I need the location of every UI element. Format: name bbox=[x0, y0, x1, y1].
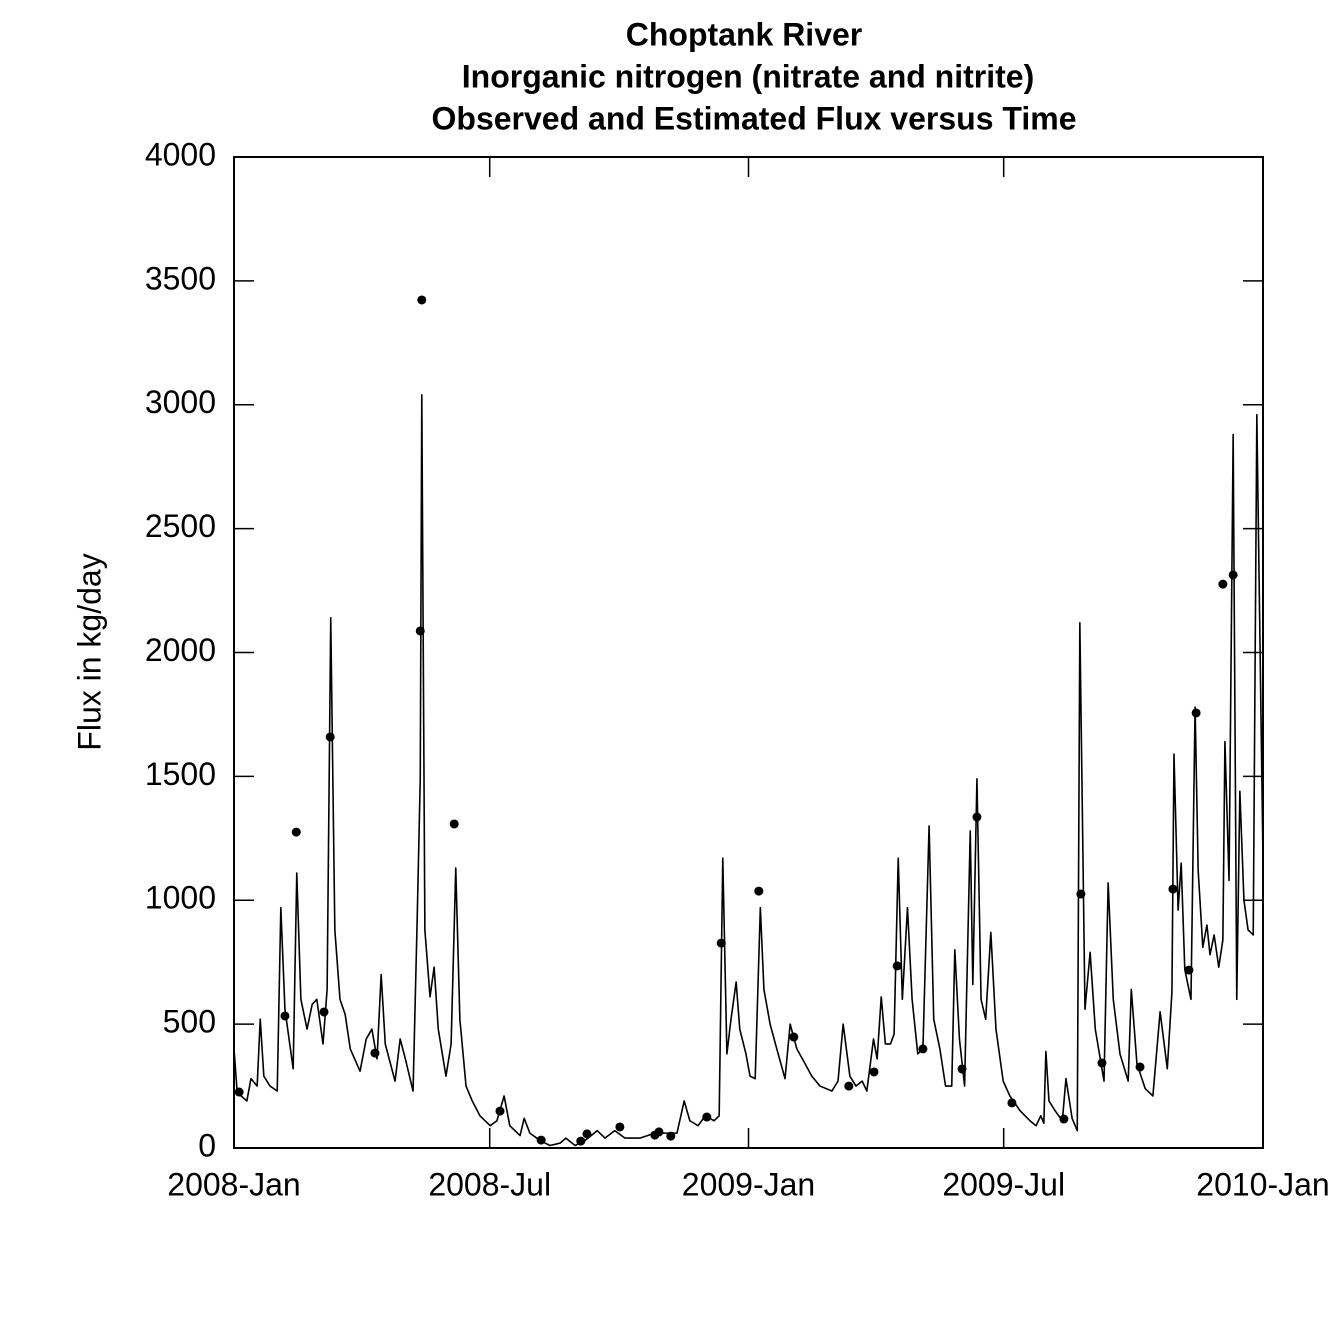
observed-point bbox=[716, 938, 726, 948]
observed-point bbox=[1007, 1098, 1017, 1108]
x-tick-label: 2010-Jan bbox=[1196, 1166, 1329, 1202]
observed-point bbox=[918, 1044, 928, 1054]
observed-point bbox=[1059, 1114, 1069, 1124]
observed-point bbox=[615, 1122, 625, 1132]
x-tick-label: 2008-Jul bbox=[428, 1166, 551, 1202]
observed-point bbox=[702, 1112, 712, 1122]
chart-title: Inorganic nitrogen (nitrate and nitrite) bbox=[462, 58, 1034, 94]
plot-frame bbox=[233, 156, 1264, 1149]
observed-point bbox=[582, 1129, 592, 1139]
observed-point bbox=[1191, 708, 1201, 718]
observed-point bbox=[654, 1127, 664, 1137]
observed-point bbox=[1135, 1062, 1145, 1072]
y-tick-label: 2000 bbox=[145, 632, 216, 668]
observed-point bbox=[666, 1131, 676, 1141]
observed-point bbox=[1218, 579, 1228, 589]
observed-point bbox=[415, 626, 425, 636]
observed-point bbox=[1076, 889, 1086, 899]
estimated-flux-line bbox=[233, 394, 1264, 1147]
observed-point bbox=[325, 732, 335, 742]
y-tick-label: 1500 bbox=[145, 756, 216, 792]
observed-point bbox=[1097, 1058, 1107, 1068]
observed-point bbox=[536, 1135, 546, 1145]
y-tick-label: 3000 bbox=[145, 384, 216, 420]
y-tick-label: 1000 bbox=[145, 880, 216, 916]
observed-point bbox=[495, 1106, 505, 1116]
observed-point bbox=[234, 1087, 244, 1097]
chart-title: Observed and Estimated Flux versus Time bbox=[432, 100, 1077, 136]
observed-point bbox=[291, 827, 301, 837]
x-tick-label: 2009-Jul bbox=[942, 1166, 1065, 1202]
observed-point bbox=[754, 886, 764, 896]
x-tick-label: 2009-Jan bbox=[682, 1166, 815, 1202]
observed-point bbox=[417, 295, 427, 305]
observed-point bbox=[370, 1048, 380, 1058]
observed-point bbox=[869, 1067, 879, 1077]
observed-point bbox=[1168, 884, 1178, 894]
x-tick-label: 2008-Jan bbox=[167, 1166, 300, 1202]
observed-point bbox=[1228, 570, 1238, 580]
observed-point bbox=[449, 819, 459, 829]
observed-point bbox=[957, 1064, 967, 1074]
observed-point bbox=[319, 1007, 329, 1017]
y-tick-label: 2500 bbox=[145, 508, 216, 544]
observed-point bbox=[1184, 965, 1194, 975]
chart-title: Choptank River bbox=[626, 16, 862, 52]
y-tick-label: 3500 bbox=[145, 260, 216, 296]
observed-point bbox=[892, 961, 902, 971]
y-axis-label: Flux in kg/day bbox=[71, 553, 107, 750]
observed-point bbox=[789, 1032, 799, 1042]
observed-point bbox=[844, 1081, 854, 1091]
observed-point bbox=[576, 1136, 586, 1146]
y-tick-label: 500 bbox=[163, 1004, 216, 1040]
observed-point bbox=[280, 1011, 290, 1021]
y-tick-label: 0 bbox=[198, 1127, 216, 1163]
y-tick-label: 4000 bbox=[145, 136, 216, 172]
observed-point bbox=[972, 812, 982, 822]
